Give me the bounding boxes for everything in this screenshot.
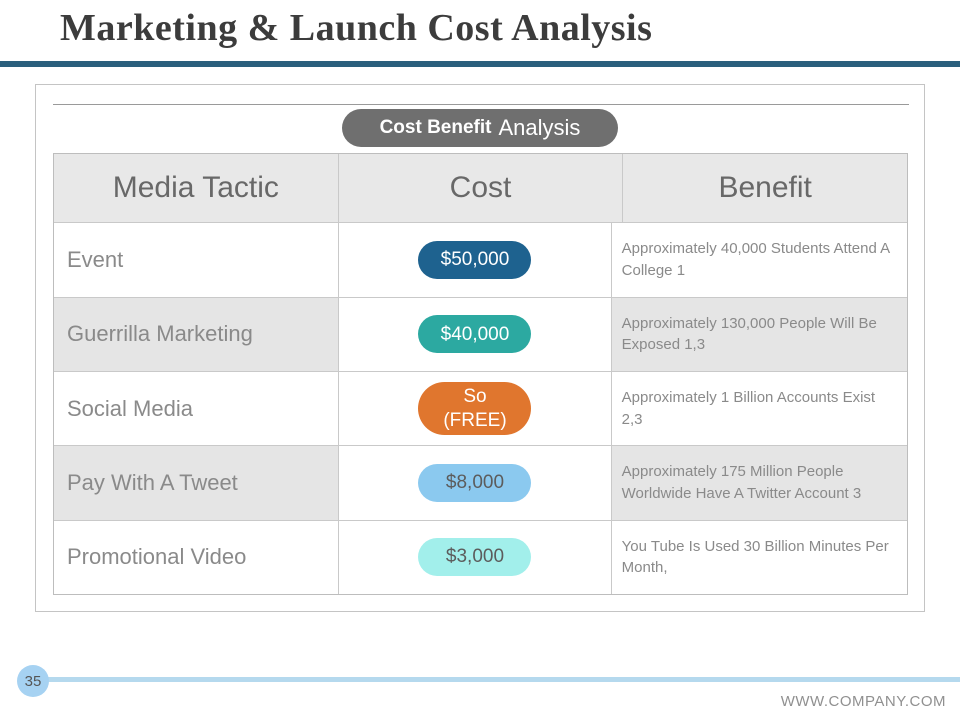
badge-label-bold: Cost Benefit	[379, 117, 492, 138]
cost-benefit-table: Media Tactic Cost Benefit Event $50,000 …	[53, 153, 908, 595]
table-row-guerrilla-marketing: Guerrilla Marketing $40,000 Approximatel…	[54, 296, 907, 372]
cost-benefit-badge: Cost Benefit Analysis	[342, 109, 618, 147]
cost-pill: $50,000	[418, 241, 532, 280]
benefit-text: Approximately 175 Million People Worldwi…	[610, 446, 907, 520]
cost-cell: So (FREE)	[338, 372, 611, 446]
table-row-pay-with-a-tweet: Pay With A Tweet $8,000 Approximately 17…	[54, 445, 907, 520]
benefit-text: Approximately 130,000 People Will Be Exp…	[610, 297, 907, 372]
tactic-label: Promotional Video	[54, 520, 339, 594]
page-title: Marketing & Launch Cost Analysis	[60, 7, 653, 49]
cost-pill: So (FREE)	[418, 381, 532, 436]
footer-url: WWW.COMPANY.COM	[780, 693, 946, 710]
benefit-text: Approximately 40,000 Students Attend A C…	[610, 223, 907, 297]
table-row-social-media: Social Media So (FREE) Approximately 1 B…	[54, 371, 907, 446]
table-header-row: Media Tactic Cost Benefit	[54, 154, 908, 223]
tactic-label: Pay With A Tweet	[54, 446, 339, 520]
cost-pill: $40,000	[418, 315, 532, 354]
title-divider	[0, 61, 960, 67]
benefit-text: You Tube Is Used 30 Billion Minutes Per …	[610, 520, 907, 594]
tactic-label: Event	[54, 223, 339, 297]
cost-pill: $3,000	[418, 538, 532, 577]
cost-pill: $8,000	[418, 464, 532, 503]
table-row-event: Event $50,000 Approximately 40,000 Stude…	[54, 222, 907, 297]
page-number-badge: 35	[17, 665, 49, 697]
tactic-label: Social Media	[54, 372, 339, 446]
benefit-text: Approximately 1 Billion Accounts Exist 2…	[610, 372, 907, 446]
tactic-label: Guerrilla Marketing	[54, 297, 339, 372]
badge-label-regular: Analysis	[498, 115, 581, 140]
cost-cell: $8,000	[338, 446, 611, 520]
header-cost: Cost	[337, 154, 623, 223]
table-row-promotional-video: Promotional Video $3,000 You Tube Is Use…	[54, 519, 907, 594]
cost-cell: $40,000	[338, 297, 611, 372]
panel-top-rule	[53, 104, 909, 105]
content-panel: Cost Benefit Analysis Media Tactic Cost …	[35, 84, 925, 612]
cost-cell: $50,000	[338, 223, 611, 297]
header-media-tactic: Media Tactic	[54, 154, 338, 223]
header-benefit: Benefit	[622, 154, 908, 223]
footer-divider	[33, 677, 960, 682]
cost-cell: $3,000	[338, 520, 611, 594]
